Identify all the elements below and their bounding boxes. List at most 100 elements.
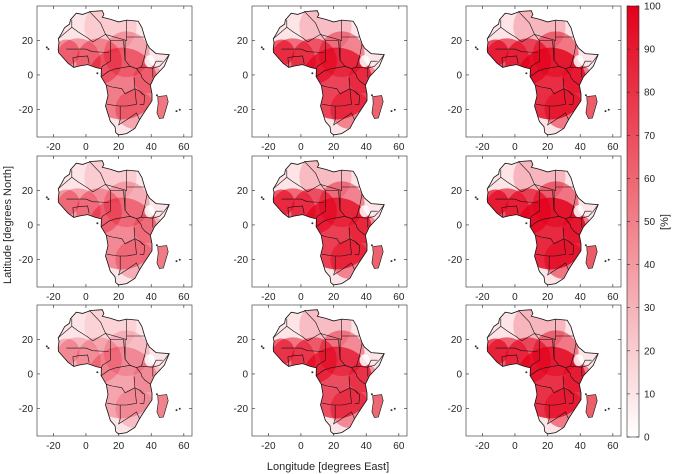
border-line	[322, 77, 352, 107]
border-line	[281, 48, 324, 53]
x-tick-label: 60	[393, 292, 405, 303]
border-line	[316, 40, 326, 69]
coastline	[272, 160, 385, 286]
x-tick-label: 40	[146, 292, 158, 303]
border-line	[286, 325, 343, 342]
y-tick-label: 0	[456, 70, 462, 81]
border-line	[530, 190, 540, 219]
border-line	[58, 318, 73, 339]
border-line	[141, 359, 163, 368]
x-tick-label: -20	[475, 292, 490, 303]
border-line	[495, 198, 538, 203]
border-line	[568, 241, 575, 255]
border-line	[341, 170, 360, 188]
island-dot	[607, 258, 610, 261]
continent-fill	[58, 10, 170, 135]
x-tick-label: -20	[475, 142, 490, 153]
border-line	[555, 170, 574, 188]
x-tick-label: 20	[328, 292, 340, 303]
border-line	[529, 215, 566, 227]
island-dot	[607, 108, 610, 111]
island-dot	[175, 260, 178, 263]
y-tick-label: -20	[448, 105, 463, 116]
colorbar-tick-label: 70	[644, 131, 656, 142]
map-panels: -20 0 20 40 60 20 0 -20 -20 0 20 40 60 20 0 -20 -20 0 20 40…	[19, 5, 622, 452]
border-line	[500, 26, 557, 43]
colorbar-tick-label: 80	[644, 88, 656, 99]
island-dot	[476, 198, 479, 201]
border-line	[303, 309, 341, 360]
y-tick-label: 20	[22, 186, 34, 197]
island-dot	[604, 260, 607, 263]
border-line	[500, 325, 557, 342]
border-line	[101, 339, 111, 368]
border-line	[487, 19, 502, 40]
country-borders	[487, 309, 599, 425]
border-line	[367, 353, 385, 377]
colorbar-label: [%]	[659, 214, 671, 230]
border-line	[100, 364, 137, 376]
border-line	[152, 353, 170, 377]
island-dot	[474, 46, 477, 49]
x-tick-label: 60	[607, 441, 619, 452]
border-line	[487, 169, 502, 190]
border-line	[273, 169, 288, 190]
map-panel-r2c1: -20 0 20 40 60 20 0 -20	[19, 155, 193, 303]
colorbar-tick-label: 10	[644, 389, 656, 400]
island-dot	[262, 198, 265, 201]
island-dot	[175, 409, 178, 412]
y-tick-label: 0	[242, 369, 248, 380]
border-line	[58, 169, 73, 190]
border-line	[88, 309, 126, 360]
island-dot	[393, 407, 396, 410]
y-tick-label: 0	[27, 220, 33, 231]
x-tick-label: 40	[575, 292, 587, 303]
border-line	[570, 359, 592, 368]
y-tick-label: 20	[237, 36, 249, 47]
x-tick-label: -20	[261, 142, 276, 153]
y-tick-label: 0	[242, 70, 248, 81]
border-line	[501, 55, 519, 68]
border-line	[139, 390, 146, 404]
colorbar-tick-label: 30	[644, 303, 656, 314]
island-dot	[262, 48, 265, 51]
island-dot	[260, 345, 263, 348]
x-tick-label: 40	[146, 441, 158, 452]
island-dot	[178, 258, 181, 261]
x-tick-label: 0	[298, 441, 304, 452]
border-line	[536, 77, 566, 107]
shade-spot	[532, 31, 579, 78]
coastline	[57, 309, 170, 435]
border-line	[152, 204, 170, 228]
border-line	[530, 40, 540, 69]
island-dot	[175, 110, 178, 113]
border-line	[581, 353, 599, 377]
map-panel-r1c3: -20 0 20 40 60 20 0 -20	[448, 5, 622, 153]
border-line	[568, 390, 575, 404]
madagascar	[371, 245, 384, 269]
island-dot	[47, 48, 50, 51]
border-line	[66, 198, 109, 203]
border-line	[547, 106, 569, 126]
border-line	[565, 367, 580, 385]
x-tick-label: 40	[575, 142, 587, 153]
highland-patch	[359, 205, 370, 218]
island-dot	[604, 110, 607, 113]
border-line	[565, 218, 580, 236]
island-dot	[155, 94, 158, 97]
border-line	[354, 241, 361, 255]
border-line	[71, 325, 127, 342]
border-line	[315, 215, 352, 227]
island-dot	[155, 393, 158, 396]
country-borders	[273, 160, 385, 276]
border-line	[118, 256, 140, 276]
border-line	[367, 54, 385, 78]
border-line	[100, 65, 137, 77]
border-line	[517, 309, 555, 360]
country-borders	[58, 10, 170, 126]
border-line	[286, 26, 343, 43]
border-line	[547, 256, 569, 276]
island-dot	[311, 72, 314, 75]
coastline	[272, 10, 385, 136]
border-line	[107, 227, 137, 257]
